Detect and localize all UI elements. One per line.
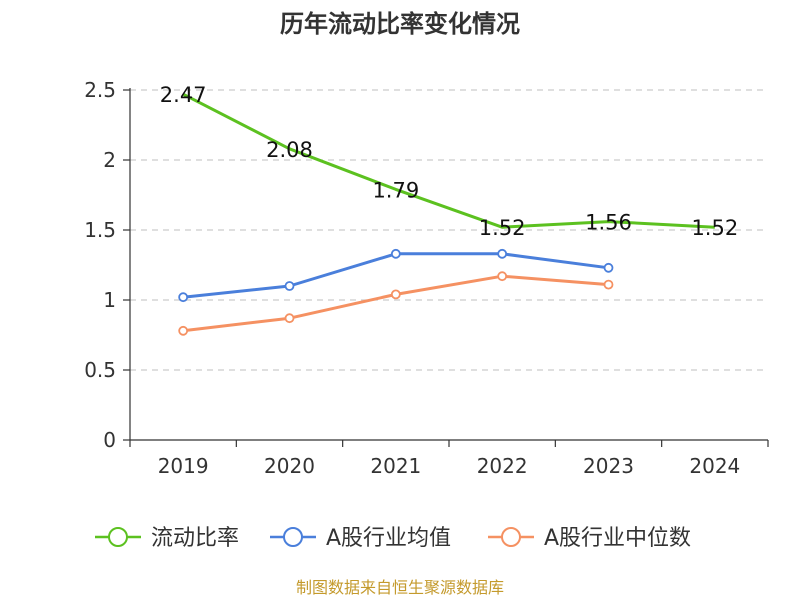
data-point (284, 281, 295, 291)
series-line (182, 92, 715, 229)
legend-marker (108, 527, 128, 547)
y-tick-label: 1 (103, 288, 116, 312)
data-point (390, 289, 401, 300)
legend-marker (501, 527, 521, 547)
legend-label: A股行业均值 (326, 526, 451, 551)
legend-marker (283, 527, 303, 547)
legend: 流动比率 A股行业均值 A股行业中位数 (95, 526, 691, 551)
data-label: 1.79 (372, 178, 419, 202)
y-tick-label: 0.5 (84, 358, 116, 382)
chart-title: 历年流动比率变化情况 (280, 10, 520, 38)
x-tick-label: 2020 (264, 454, 315, 478)
data-point (284, 313, 295, 324)
data-source-note: 制图数据来自恒生聚源数据库 (295, 578, 504, 597)
x-tick-label: 2024 (689, 454, 740, 478)
data-labels: 2.47 2.08 1.79 1.52 1.56 1.52 (160, 83, 738, 240)
legend-item: 流动比率 (95, 526, 239, 551)
series-line (182, 274, 609, 333)
data-label: 2.47 (160, 83, 207, 107)
data-point (178, 325, 189, 336)
series-lines (178, 92, 715, 336)
x-tick-label: 2023 (583, 454, 634, 478)
x-tick-label: 2019 (158, 454, 209, 478)
data-point (603, 279, 614, 290)
data-point (497, 248, 508, 259)
y-tick-label: 2.5 (84, 78, 116, 102)
data-label: 1.56 (585, 211, 632, 235)
legend-item: A股行业均值 (270, 526, 451, 551)
x-tick-label: 2021 (370, 454, 421, 478)
data-point (178, 292, 189, 303)
y-tick-label: 1.5 (84, 218, 116, 242)
data-point (390, 248, 401, 259)
grid-lines (130, 89, 768, 371)
x-tick-label: 2022 (477, 454, 528, 478)
data-point (497, 271, 508, 282)
y-tick-label: 2 (103, 148, 116, 172)
y-tick-label: 0 (103, 428, 116, 452)
data-label: 2.08 (266, 138, 313, 162)
data-label: 1.52 (691, 216, 738, 240)
legend-label: A股行业中位数 (544, 526, 691, 551)
legend-label: 流动比率 (151, 526, 239, 551)
data-point (603, 262, 614, 273)
legend-item: A股行业中位数 (488, 526, 691, 551)
data-label: 1.52 (479, 216, 526, 240)
